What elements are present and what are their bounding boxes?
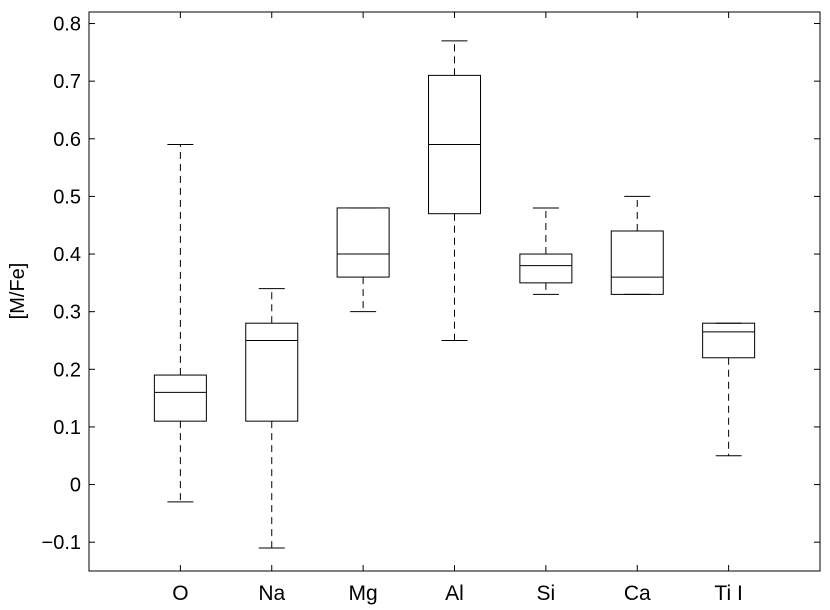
- box-series: [153, 40, 756, 549]
- box-al: [428, 40, 481, 341]
- y-tick-label: 0.3: [53, 302, 81, 324]
- box-iqr: [519, 253, 573, 284]
- y-tick-label: 0.8: [53, 14, 81, 36]
- box-si: [519, 207, 573, 295]
- x-axis: O Na Mg Al Si Ca Ti I: [172, 12, 743, 605]
- x-tick-label: Mg: [349, 582, 378, 605]
- y-tick-label: 0.7: [53, 71, 81, 93]
- y-tick-label: 0: [70, 475, 81, 497]
- y-axis: −0.1 0 0.1 0.2 0.3 0.4 0.5 0.6 0.7 0.8: [42, 14, 820, 554]
- y-axis-label: [M/Fe]: [7, 263, 29, 320]
- box-iqr: [245, 322, 299, 422]
- x-tick-label: Ti I: [714, 582, 742, 605]
- y-tick-label: 0.6: [53, 129, 81, 151]
- box-iqr: [153, 374, 207, 422]
- x-tick-label: O: [172, 582, 188, 605]
- y-tick-label: 0.1: [53, 417, 81, 439]
- box-iqr: [610, 230, 664, 295]
- y-tick-label: 0.5: [53, 186, 81, 208]
- x-tick-label: Si: [537, 582, 556, 605]
- box-iqr: [336, 207, 390, 278]
- box-ti-i: [702, 322, 756, 457]
- box-iqr: [702, 322, 756, 359]
- x-tick-label: Ca: [624, 582, 651, 605]
- x-tick-label: Na: [258, 582, 285, 605]
- box-ca: [610, 195, 664, 295]
- box-na: [245, 288, 299, 549]
- y-tick-label: −0.1: [42, 532, 81, 554]
- y-tick-label: 0.2: [53, 359, 81, 381]
- box-mg: [336, 207, 390, 313]
- x-tick-label: Al: [445, 582, 464, 605]
- y-tick-label: 0.4: [53, 244, 81, 266]
- box-o: [153, 144, 207, 503]
